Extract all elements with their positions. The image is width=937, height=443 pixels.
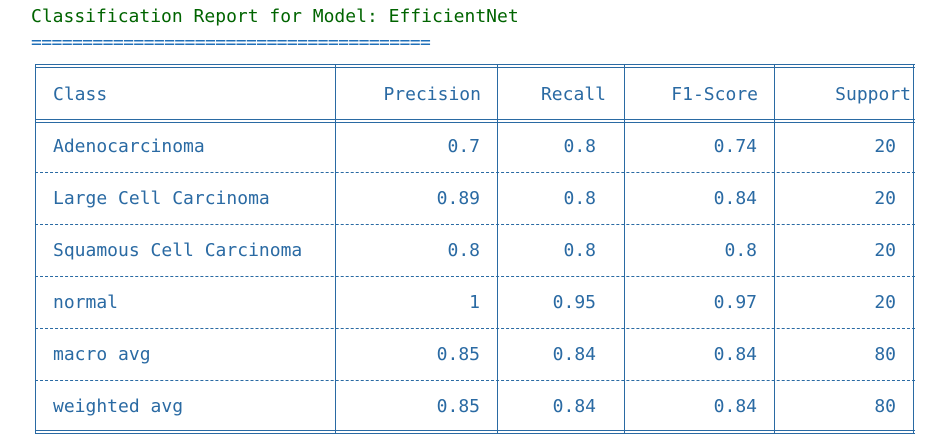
row-support: 20	[874, 136, 896, 157]
row-f1-score: 0.84	[713, 344, 757, 365]
header-support: Support	[835, 84, 911, 105]
header-precision: Precision	[383, 84, 481, 105]
column-divider	[774, 64, 775, 434]
header-recall: Recall	[540, 84, 606, 105]
column-divider	[497, 64, 498, 434]
row-recall: 0.8	[563, 136, 596, 157]
row-f1-score: 0.8	[724, 240, 757, 261]
row-support: 80	[874, 396, 896, 417]
row-class: macro avg	[53, 344, 151, 365]
row-f1-score: 0.97	[713, 292, 757, 313]
row-f1-score: 0.84	[713, 188, 757, 209]
row-divider	[35, 328, 915, 329]
row-class: Adenocarcinoma	[53, 136, 205, 157]
row-divider	[35, 276, 915, 277]
table-row: macro avg 0.85 0.84 0.84 80	[35, 329, 915, 381]
header-f1-score: F1-Score	[671, 84, 758, 105]
header-bottom-rule	[35, 119, 915, 123]
row-precision: 0.85	[436, 396, 480, 417]
table-row: Large Cell Carcinoma 0.89 0.8 0.84 20	[35, 173, 915, 225]
row-precision: 0.89	[436, 188, 480, 209]
table-row: weighted avg 0.85 0.84 0.84 80	[35, 381, 915, 433]
row-precision: 1	[469, 292, 480, 313]
column-divider	[35, 64, 36, 434]
row-recall: 0.84	[552, 344, 596, 365]
table-row: normal 1 0.95 0.97 20	[35, 277, 915, 329]
row-f1-score: 0.84	[713, 396, 757, 417]
row-support: 20	[874, 292, 896, 313]
row-support: 20	[874, 188, 896, 209]
row-support: 20	[874, 240, 896, 261]
table-top-rule	[35, 64, 915, 68]
row-precision: 0.85	[436, 344, 480, 365]
title-underline: =======================================	[31, 32, 431, 53]
header-class: Class	[53, 84, 108, 105]
row-divider	[35, 224, 915, 225]
table-row: Adenocarcinoma 0.7 0.8 0.74 20	[35, 121, 915, 173]
classification-table: Class Precision Recall F1-Score Support …	[35, 64, 915, 436]
row-recall: 0.8	[563, 188, 596, 209]
row-class: normal	[53, 292, 119, 313]
row-recall: 0.95	[552, 292, 596, 313]
row-divider	[35, 172, 915, 173]
column-divider	[624, 64, 625, 434]
row-support: 80	[874, 344, 896, 365]
table-row: Squamous Cell Carcinoma 0.8 0.8 0.8 20	[35, 225, 915, 277]
table-bottom-rule	[35, 430, 915, 434]
report-title: Classification Report for Model: Efficie…	[31, 6, 519, 27]
row-recall: 0.8	[563, 240, 596, 261]
column-divider	[335, 64, 336, 434]
table-header-row: Class Precision Recall F1-Score Support	[35, 69, 915, 121]
row-divider	[35, 380, 915, 381]
row-precision: 0.7	[447, 136, 480, 157]
row-class: Squamous Cell Carcinoma	[53, 240, 303, 261]
row-recall: 0.84	[552, 396, 596, 417]
row-precision: 0.8	[447, 240, 480, 261]
row-class: Large Cell Carcinoma	[53, 188, 270, 209]
row-f1-score: 0.74	[713, 136, 757, 157]
column-divider	[913, 64, 914, 434]
row-class: weighted avg	[53, 396, 184, 417]
